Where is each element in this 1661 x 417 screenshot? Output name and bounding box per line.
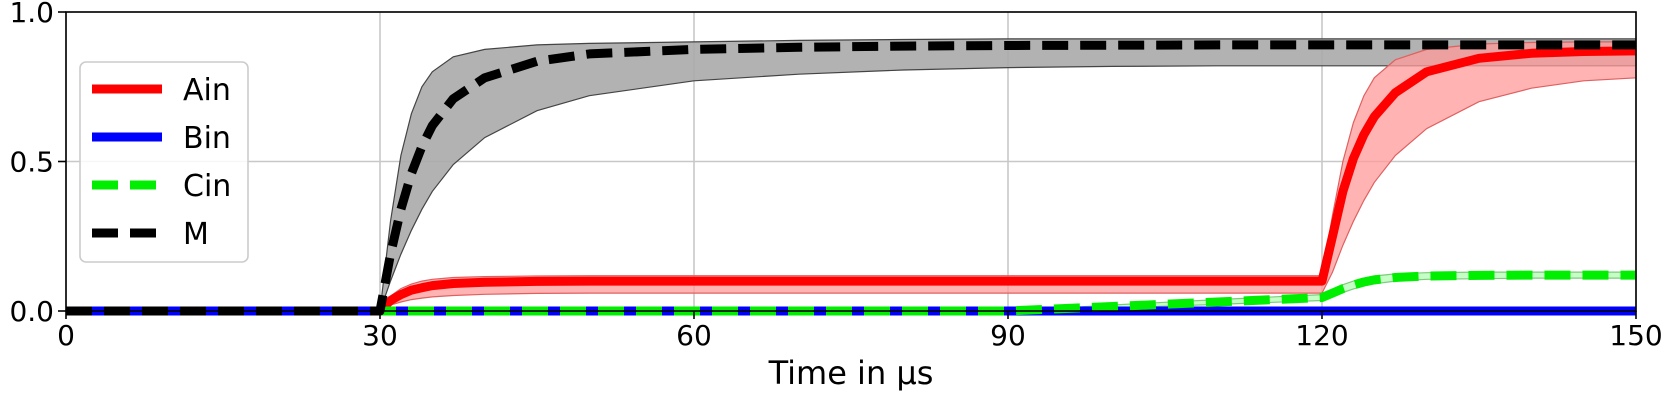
legend-box <box>79 61 249 263</box>
legend-label-bin: Bin <box>183 121 231 156</box>
band-ain <box>66 41 1637 312</box>
y-tick-label: 1.0 <box>9 0 54 29</box>
confidence-bands <box>66 38 1637 312</box>
series-lines <box>66 40 1637 316</box>
legend-label-m: M <box>183 217 209 252</box>
x-axis-ticks: 0 30 60 90 120 150 <box>57 311 1661 352</box>
y-tick-label: 0.0 <box>9 295 54 328</box>
y-tick-label: 0.5 <box>9 146 54 179</box>
x-tick-label: 150 <box>1609 319 1661 352</box>
legend-label-cin: Cin <box>183 169 231 204</box>
x-tick-label: 30 <box>362 319 398 352</box>
x-tick-label: 90 <box>990 319 1026 352</box>
x-tick-label: 120 <box>1295 319 1348 352</box>
series-line-ain <box>66 46 1637 316</box>
series-line-m <box>66 40 1636 316</box>
legend-label-ain: Ain <box>183 73 231 108</box>
x-tick-label: 60 <box>676 319 712 352</box>
legend: Ain Bin Cin M <box>79 61 249 263</box>
x-tick-label: 0 <box>57 319 75 352</box>
y-axis-ticks: 0.0 0.5 1.0 <box>9 0 66 328</box>
x-axis-title: Time in μs <box>768 354 934 392</box>
